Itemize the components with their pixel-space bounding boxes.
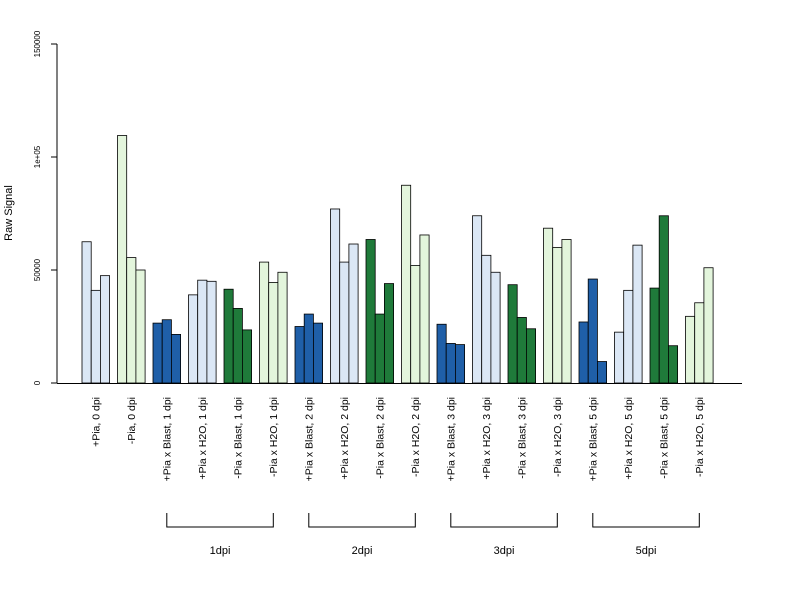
bar [188,294,199,384]
y-tick-label: 0 [33,380,42,385]
x-tick-labels: +Pia, 0 dpi -Pia, 0 dpi +Pia x Blast, 1 dp… [90,397,706,481]
bar [703,267,714,384]
bar [330,208,341,384]
bar [410,265,421,384]
x-tick-label: +Pia x Blast, 2 dpi [303,397,315,481]
group-bracket-label: 1dpi [210,545,231,557]
x-tick-label: +Pia x Blast, 1 dpi [161,397,173,481]
bar [597,361,608,384]
bar [232,308,243,384]
group-brackets: 1dpi 2dpi 3dpi 5dpi [166,513,700,557]
bar [374,313,385,384]
x-tick-label: +Pia x H2O, 3 dpi [481,397,493,480]
group-bracket-label: 2dpi [352,545,373,557]
y-tick-label: 50000 [33,258,42,281]
bar [552,246,563,384]
bar [658,215,669,384]
bar [587,278,598,384]
group-bracket [592,513,700,528]
bar [401,184,412,384]
bar [294,326,305,384]
bar [348,243,359,384]
x-tick-label: +Pia, 0 dpi [90,397,102,447]
bar [197,279,208,384]
bar [81,241,92,384]
bar [614,331,625,384]
bar [259,261,270,384]
bar [578,321,589,384]
x-tick-label: -Pia, 0 dpi [126,397,138,444]
bar [516,317,527,384]
y-axis-label: Raw Signal [3,185,15,241]
x-tick-label: +Pia x H2O, 2 dpi [339,397,351,480]
bar [277,271,288,384]
x-tick-label: -Pia x H2O, 5 dpi [694,397,706,477]
bar [100,275,111,384]
bar [383,283,394,384]
bar [561,239,572,384]
bar [339,261,350,384]
bar [312,322,323,384]
x-tick-label: +Pia x Blast, 5 dpi [587,397,599,481]
bar [507,284,518,384]
group-bracket [308,513,416,528]
y-tick-label: 150000 [33,30,42,57]
bar [623,289,634,384]
bar [117,135,128,384]
bar [419,234,430,384]
bar [223,288,234,384]
bar [632,244,643,384]
bar [454,344,465,384]
bars [81,135,714,384]
bar [668,345,679,384]
x-tick-label: -Pia x H2O, 2 dpi [410,397,422,477]
x-tick-label: -Pia x Blast, 2 dpi [374,397,386,479]
x-tick-label: -Pia x Blast, 1 dpi [232,397,244,479]
group-bracket [166,513,274,528]
bar [170,334,181,384]
bar [481,254,492,384]
y-tick-label: 1e+05 [33,145,42,168]
bar [526,328,537,384]
bar [268,282,279,384]
bar [694,302,705,384]
bar [206,280,217,384]
group-bracket-label: 5dpi [636,545,657,557]
x-tick-label: -Pia x H2O, 1 dpi [268,397,280,477]
group-bracket [450,513,558,528]
x-tick-label: +Pia x Blast, 3 dpi [445,397,457,481]
bar [126,257,137,384]
bar [152,322,163,384]
x-tick-label: +Pia x H2O, 1 dpi [197,397,209,480]
group-bracket-label: 3dpi [494,545,515,557]
bar [303,313,314,384]
bar [241,329,252,384]
bar [685,315,696,384]
bar [436,323,447,384]
x-tick-label: +Pia x H2O, 5 dpi [623,397,635,480]
bar [649,287,660,384]
x-tick-label: -Pia x Blast, 5 dpi [658,397,670,479]
y-axis: 0 50000 1e+05 150000 [33,30,58,385]
bar [543,227,554,384]
bar [472,215,483,384]
bar [365,239,376,384]
bar [490,271,501,384]
bar [445,343,456,384]
x-tick-label: -Pia x Blast, 3 dpi [516,397,528,479]
bar [161,319,172,384]
x-tick-label: -Pia x H2O, 3 dpi [552,397,564,477]
bar [90,289,101,384]
bar [135,269,146,384]
